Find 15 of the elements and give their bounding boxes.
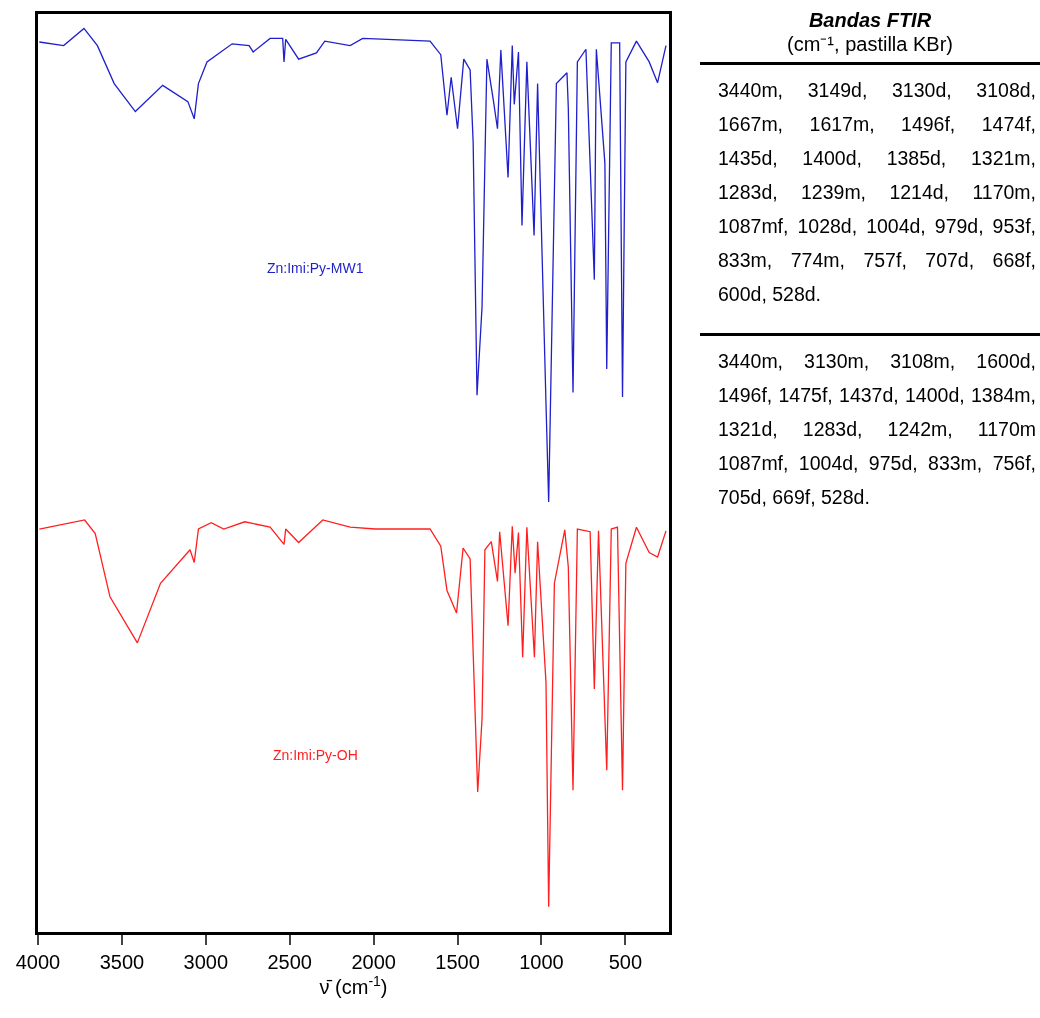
text: (cm⁻¹, pastilla KBr) [786,32,954,56]
text: Bandas FTIR [807,8,933,32]
x-tick-label: 2500 [267,951,312,973]
x-tick-label: 1000 [519,951,564,973]
text: Zn:Imi:Py-MW1 [267,260,364,276]
text: 3440m, 3149d, 3130d, 3108d, 1667m, 1617m, 1496f, 1474f, 1435d, 1400d, 1385d, 1321m, 1283d, 1239m, 1214d, 1170m, 1087mf, 1028d, 1004d, 979d, 953f, 833m, 774m, 757f, 707d, 668f, 600d, 528d. [717,78,1037,307]
x-tick-label: 2000 [351,951,396,973]
x-tick-label: 3000 [183,951,229,973]
x-axis-title: ν̄ (cm$^{-1}$) [319,973,388,999]
x-tick-label: 3500 [99,951,145,973]
text: 3440m, 3130m, 3108m, 1600d, 1496f, 1475f, 1437d, 1400d, 1384m, 1321d, 1283d, 1242m, 1170m 1087mf, 1004d, 975d, 833m, 756f, 705d, 669f, 528d. [717,349,1037,510]
x-tick-label: 500 [608,951,643,973]
x-tick-label: 1500 [435,951,480,973]
x-tick-label: 4000 [15,951,61,973]
text: Zn:Imi:Py-OH [273,747,358,763]
